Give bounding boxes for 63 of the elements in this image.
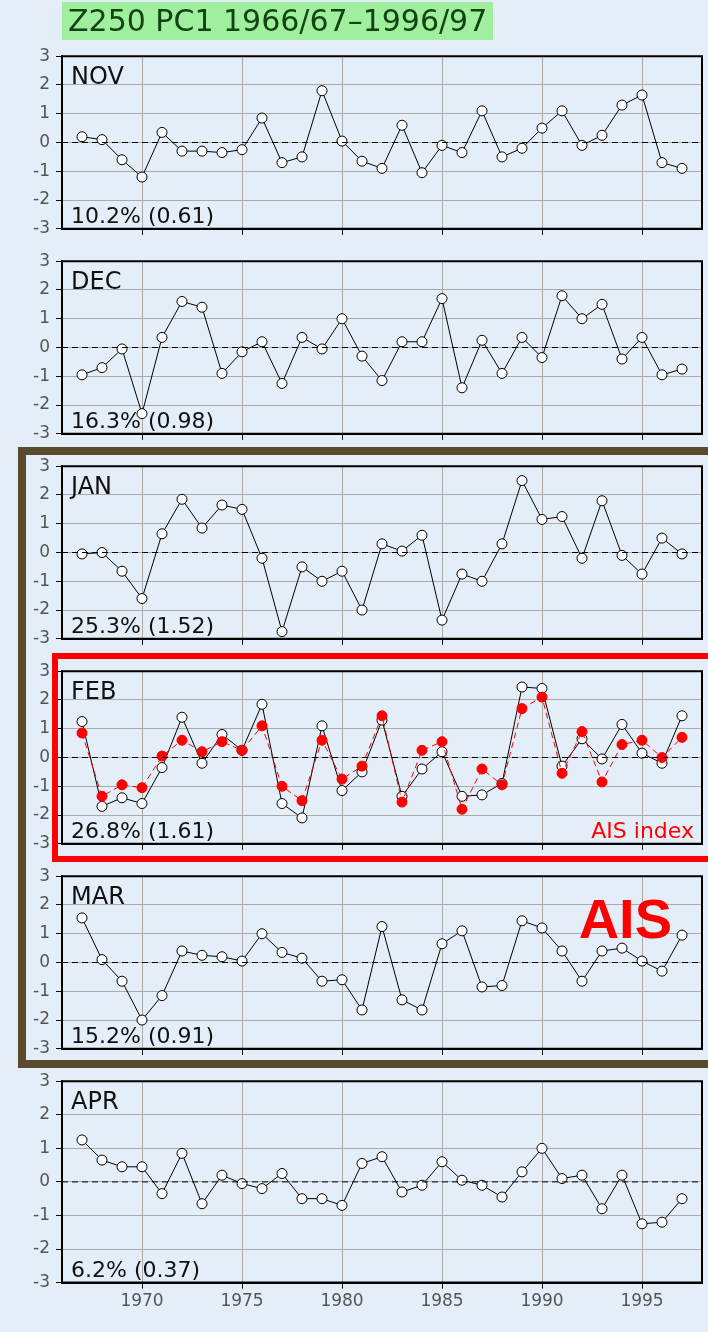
y-tick-label: 0 [39, 745, 50, 766]
y-tick-label: -1 [33, 774, 50, 795]
annotation: AIS [578, 887, 672, 951]
annotation: FEB [71, 677, 117, 706]
y-tick-label: 2 [39, 73, 50, 94]
y-tick-label: 2 [39, 688, 50, 709]
y-tick-label: -2 [33, 598, 50, 619]
y-tick-label: 1 [39, 512, 50, 533]
annotation: 25.3% (1.52) [71, 612, 215, 638]
y-tick-label: -2 [33, 393, 50, 414]
y-tick-label: 3 [39, 659, 50, 680]
x-tick-label: 1980 [320, 1290, 364, 1311]
y-tick-label: -1 [33, 569, 50, 590]
y-tick-label: 3 [39, 44, 50, 65]
y-tick-label: 2 [39, 893, 50, 914]
y-tick-label: -2 [33, 803, 50, 824]
annotation: MAR [71, 882, 125, 911]
y-tick-label: -3 [33, 217, 50, 238]
y-tick-label: 0 [39, 950, 50, 971]
y-tick-label: -2 [33, 1237, 50, 1258]
annotation: JAN [69, 472, 113, 501]
y-tick-label: -3 [33, 1271, 50, 1292]
x-tick-label: 1995 [620, 1290, 664, 1311]
y-tick-label: 3 [39, 249, 50, 270]
y-tick-label: 3 [39, 454, 50, 475]
y-tick-label: 1 [39, 102, 50, 123]
x-tick-label: 1970 [120, 1290, 164, 1311]
y-tick-label: -2 [33, 1008, 50, 1029]
y-tick-label: 1 [39, 1136, 50, 1157]
annotation: 16.3% (0.98) [71, 407, 215, 433]
y-tick-label: -3 [33, 832, 50, 853]
y-tick-label: -3 [33, 1037, 50, 1058]
y-tick-label: -1 [33, 364, 50, 385]
y-tick-label: -1 [33, 159, 50, 180]
y-tick-label: 1 [39, 922, 50, 943]
y-tick-label: 3 [39, 864, 50, 885]
y-tick-label: 3 [39, 1069, 50, 1090]
y-tick-label: 2 [39, 1103, 50, 1124]
x-tick-label: 1990 [520, 1290, 564, 1311]
annotation: DEC [71, 267, 122, 296]
x-tick-label: 1985 [420, 1290, 464, 1311]
series-label: AIS index [591, 817, 694, 843]
y-tick-label: -1 [33, 1203, 50, 1224]
y-tick-label: 1 [39, 717, 50, 738]
y-tick-label: 1 [39, 307, 50, 328]
y-tick-label: 0 [39, 130, 50, 151]
annotation: 10.2% (0.61) [71, 202, 215, 228]
y-tick-label: 0 [39, 335, 50, 356]
annotation: 15.2% (0.91) [71, 1022, 215, 1048]
y-tick-label: -2 [33, 188, 50, 209]
x-tick-label: 1975 [220, 1290, 264, 1311]
chart-title: Z250 PC1 1966/67–1996/97 [62, 2, 494, 40]
y-tick-label: -1 [33, 979, 50, 1000]
annotation: APR [71, 1087, 119, 1116]
y-tick-label: 2 [39, 278, 50, 299]
y-tick-label: 2 [39, 483, 50, 504]
y-tick-label: 0 [39, 1170, 50, 1191]
y-tick-label: -3 [33, 627, 50, 648]
annotation: 26.8% (1.61) [71, 817, 215, 843]
y-tick-label: 0 [39, 540, 50, 561]
annotation: NOV [71, 62, 125, 91]
annotation: 6.2% (0.37) [71, 1256, 201, 1282]
y-tick-label: -3 [33, 422, 50, 443]
